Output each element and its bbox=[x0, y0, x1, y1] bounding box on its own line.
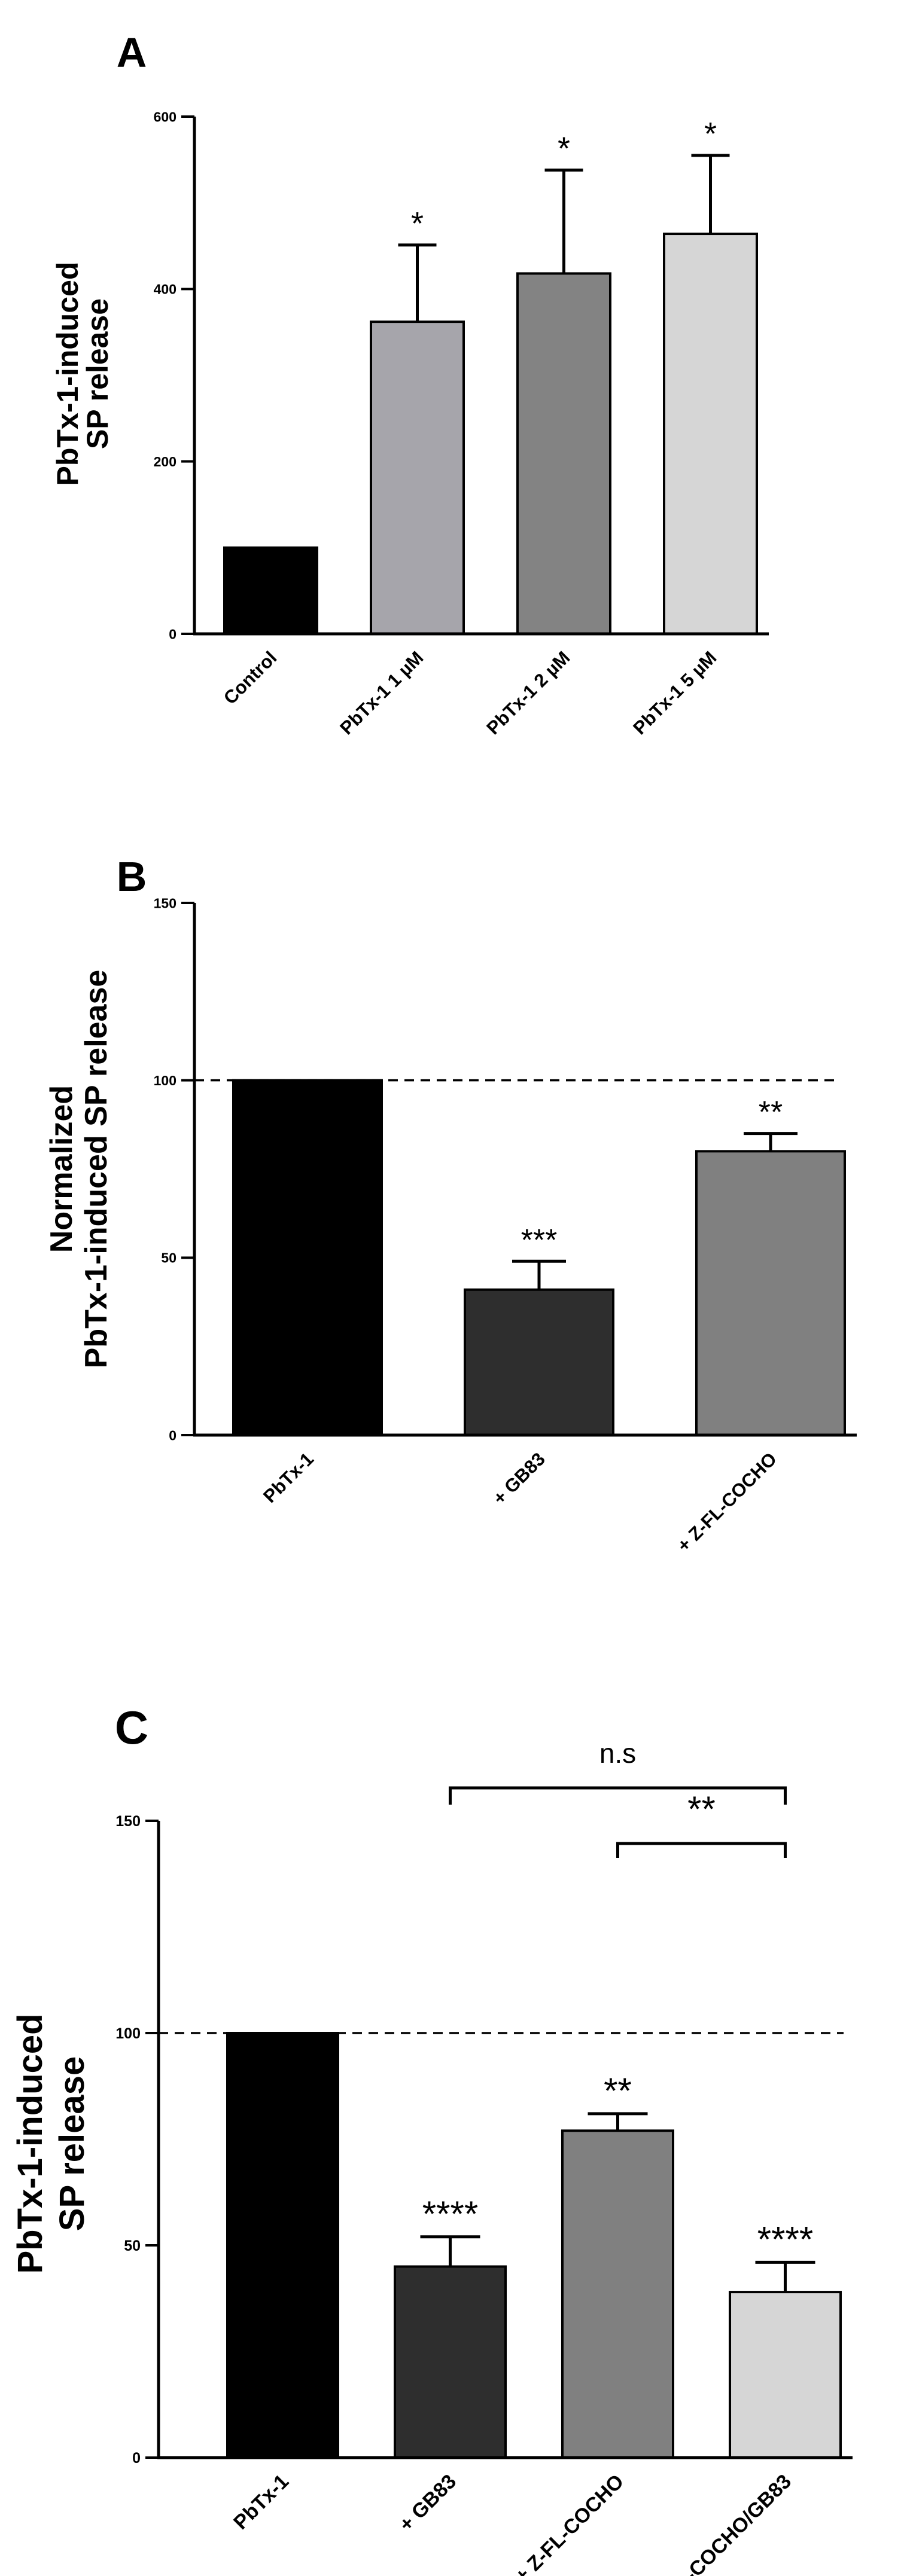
chart-c-bar bbox=[561, 2129, 674, 2459]
chart-a-y-axis-title: SP release bbox=[81, 298, 114, 449]
chart-c-bar bbox=[394, 2265, 507, 2459]
chart-c-bracket-line bbox=[616, 1842, 787, 1858]
chart-b-bar bbox=[695, 1150, 846, 1436]
chart-b-panel-letter: B bbox=[117, 853, 147, 900]
chart-c-significance-label: **** bbox=[757, 2219, 813, 2259]
chart-c-y-axis-title: PbTx-1-induced bbox=[11, 2013, 50, 2273]
chart-c-comparison-bracket: ** bbox=[616, 1789, 787, 1858]
chart-a-panel-letter: A bbox=[117, 29, 147, 76]
chart-b-category-label: + Z-FL-COCHO bbox=[673, 1448, 781, 1556]
chart-c-y-tick-label: 0 bbox=[132, 2450, 141, 2467]
chart-b-significance-label: *** bbox=[521, 1223, 558, 1258]
chart-c-bracket-line bbox=[449, 1786, 787, 1805]
chart-b-y-tick-label: 50 bbox=[161, 1250, 176, 1266]
chart-a-y-tick-label: 0 bbox=[169, 626, 176, 642]
chart-c-y-axis-title: SP release bbox=[53, 2056, 92, 2231]
chart-c-category-label: PbTx-1 bbox=[229, 2470, 293, 2534]
chart-c-category-label: + GB83 bbox=[395, 2470, 461, 2536]
chart-a-category-label: PbTx-1 1 µM bbox=[336, 647, 427, 738]
chart-c-comparison-bracket: n.s bbox=[449, 1738, 787, 1805]
chart-b-category-label: + GB83 bbox=[489, 1448, 549, 1509]
chart-a-bar bbox=[223, 546, 318, 635]
chart-c-category-label: + Z-FL-COCHO bbox=[510, 2470, 628, 2576]
chart-c-significance-label: **** bbox=[422, 2194, 478, 2234]
chart-c-bracket-label: n.s bbox=[599, 1738, 636, 1769]
chart-b-category-label: PbTx-1 bbox=[259, 1448, 318, 1507]
chart-a-significance-label: * bbox=[411, 206, 424, 242]
chart-b-y-axis-title: Normalized bbox=[44, 1085, 79, 1253]
chart-a-y-tick-label: 200 bbox=[154, 454, 176, 469]
chart-a-y-tick-label: 600 bbox=[154, 109, 176, 124]
chart-c-y-tick-label: 150 bbox=[115, 1813, 141, 1830]
chart-b-significance-label: ** bbox=[759, 1095, 783, 1130]
chart-c-significance-label: ** bbox=[604, 2071, 632, 2111]
chart-a-category-label: Control bbox=[220, 647, 281, 709]
chart-a-significance-label: * bbox=[558, 130, 570, 166]
chart-a-bar bbox=[370, 321, 465, 635]
chart-b-bar bbox=[232, 1079, 383, 1436]
chart-b-bar bbox=[464, 1288, 614, 1436]
chart-a-bar bbox=[516, 272, 611, 635]
chart-b-y-tick-label: 150 bbox=[154, 895, 176, 911]
chart-a-bar bbox=[663, 233, 758, 636]
chart-c-y-tick-label: 100 bbox=[115, 2025, 141, 2042]
chart-a-category-label: PbTx-1 5 µM bbox=[629, 647, 720, 738]
chart-b-y-axis-title: PbTx-1-induced SP release bbox=[79, 970, 114, 1369]
chart-c-svg: C 0 50 100 150 PbTx-1-induced SP release PbTx-1… bbox=[11, 1701, 853, 2576]
chart-c-bar bbox=[226, 2032, 339, 2459]
chart-c-bracket-label: ** bbox=[687, 1789, 716, 1829]
chart-a-category-label: PbTx-1 2 µM bbox=[482, 647, 574, 738]
chart-c-bar bbox=[729, 2291, 842, 2459]
chart-b-svg: B 0 50 100 150 Normalized PbTx-1-induced SP re… bbox=[44, 853, 857, 1556]
panel-c: C 0 50 100 150 PbTx-1-induced SP release PbTx-1… bbox=[0, 1632, 904, 2576]
chart-a-y-axis-title: PbTx-1-induced bbox=[51, 261, 84, 486]
panel-b: B 0 50 100 150 Normalized PbTx-1-induced SP re… bbox=[0, 837, 904, 1632]
chart-b-y-tick-label: 0 bbox=[169, 1427, 176, 1443]
chart-a-y-tick-label: 400 bbox=[154, 282, 176, 297]
chart-b-y-tick-label: 100 bbox=[154, 1073, 176, 1088]
chart-a-significance-label: * bbox=[704, 116, 717, 152]
chart-c-y-tick-label: 50 bbox=[124, 2238, 141, 2254]
chart-c-category-label: + Z-FL-COCHO/GB83 bbox=[637, 2470, 796, 2576]
chart-c-panel-letter: C bbox=[115, 1701, 148, 1754]
panel-a: A 0 200 400 600 PbTx-1-induced SP release Contr… bbox=[0, 0, 904, 837]
